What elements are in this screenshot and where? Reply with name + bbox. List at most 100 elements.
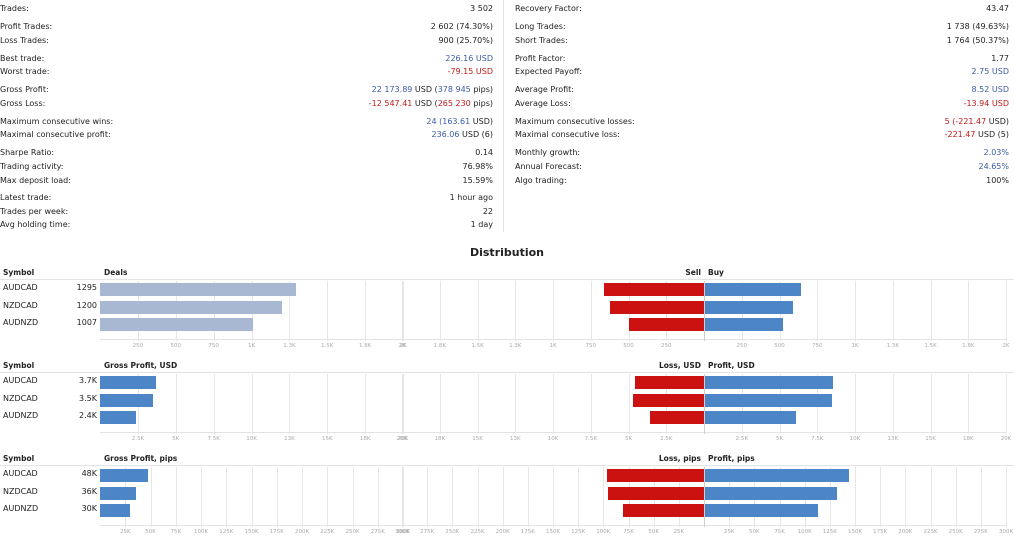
negative-bar — [610, 301, 704, 314]
grid-line — [515, 281, 517, 341]
axis-tick-label: 13K — [887, 436, 899, 442]
axis-tick-label: 2K — [1002, 343, 1010, 349]
stat-value-part: pips) — [470, 85, 493, 94]
axis-tick-label: 1K — [549, 343, 557, 349]
axis-tick-label: 750 — [812, 343, 823, 349]
grid-line — [377, 467, 379, 527]
left-chart-header: Deals — [104, 268, 128, 277]
grid-line — [553, 281, 554, 341]
negative-bar — [608, 487, 704, 500]
positive-bar — [705, 487, 837, 500]
stat-label: Worst trade: — [0, 67, 50, 76]
grid-line — [1006, 374, 1007, 434]
symbol-label: AUDCAD — [3, 283, 38, 292]
stat-label: Trades: — [0, 4, 29, 13]
stat-value-part: 265 230 — [437, 99, 471, 108]
symbol-label: AUDNZD — [3, 318, 39, 327]
grid-line — [439, 281, 441, 341]
positive-bar — [705, 376, 834, 389]
grid-line — [403, 467, 404, 527]
value-label: 30K — [81, 504, 97, 513]
right-chart-header-negative: Sell — [685, 268, 701, 277]
axis-tick-label: 150K — [244, 529, 259, 535]
grid-line — [439, 374, 441, 434]
stat-label: Sharpe Ratio: — [0, 148, 55, 157]
value-label: 1295 — [76, 283, 97, 292]
grid-line — [403, 281, 404, 341]
negative-bar — [633, 394, 704, 407]
left-chart-header: Gross Profit, USD — [104, 361, 178, 370]
grid-line — [427, 467, 429, 527]
stat-value: -12 547.41 USD (265 230 pips) — [369, 99, 493, 108]
stat-value: 2 602 (74.30%) — [430, 22, 493, 31]
grid-line — [930, 281, 932, 341]
center-axis — [704, 374, 705, 434]
axis-tick-label: 20K — [396, 436, 408, 442]
axis-tick-label: 250K — [345, 529, 360, 535]
axis-tick-label: 750 — [585, 343, 597, 349]
left-bar — [100, 411, 137, 424]
axis-tick-label: 300K — [395, 529, 411, 535]
center-axis — [704, 281, 705, 341]
axis-tick-label: 1.3K — [283, 343, 296, 349]
stat-label: Maximum consecutive losses: — [515, 117, 635, 126]
stat-label: Profit Trades: — [0, 22, 53, 31]
positive-bar — [705, 504, 818, 517]
value-label: 1200 — [76, 301, 97, 310]
axis-tick-label: 150K — [847, 529, 863, 535]
axis-tick-label: 225K — [320, 529, 335, 535]
stat-value-part: 378 945 — [437, 85, 471, 94]
stat-value-part: -12 547.41 — [368, 99, 413, 108]
symbol-header: Symbol — [3, 268, 35, 277]
stat-value-part: 163.61 — [442, 117, 471, 126]
negative-bar — [634, 376, 704, 389]
stat-value: 76.98% — [462, 162, 493, 171]
grid-line — [289, 281, 291, 341]
axis-tick-label: 275K — [973, 529, 988, 535]
grid-line — [968, 281, 970, 341]
grid-line — [578, 467, 580, 527]
axis-tick-label: 5K — [172, 436, 180, 442]
symbol-label: NZDCAD — [3, 487, 38, 496]
axis-tick-label: 225K — [923, 529, 938, 535]
axis-tick-label: 20K — [397, 436, 409, 442]
grid-line — [855, 467, 856, 527]
axis-tick-label: 1.8K — [433, 343, 446, 349]
grid-line — [175, 467, 177, 527]
grid-line — [402, 281, 403, 341]
stat-value-part: USD (5) — [975, 130, 1009, 139]
grid-line — [1006, 281, 1007, 341]
right-chart-header-positive: Profit, pips — [708, 454, 755, 463]
axis-tick-label: 7.5K — [207, 436, 220, 442]
axis-tick-label: 1.8K — [962, 343, 975, 349]
negative-bar — [628, 318, 704, 331]
axis-tick-label: 750 — [208, 343, 219, 349]
stat-label: Average Profit: — [515, 85, 574, 94]
grid-line — [327, 467, 329, 527]
axis-tick-label: 75K — [623, 529, 634, 535]
axis-tick-label: 150K — [545, 529, 561, 535]
stat-value: 236.06 USD (6) — [431, 130, 493, 139]
axis-tick-label: 125K — [822, 529, 837, 535]
axis-tick-label: 500 — [774, 343, 785, 349]
value-label: 3.5K — [79, 394, 97, 403]
stat-value: 2.75 USD — [971, 67, 1009, 76]
axis-tick-label: 225K — [470, 529, 485, 535]
grid-line — [251, 374, 253, 434]
stat-value: -221.47 USD (5) — [945, 130, 1009, 139]
stat-label: Average Loss: — [515, 99, 571, 108]
grid-line — [515, 374, 517, 434]
axis-tick-label: 275K — [370, 529, 385, 535]
axis-tick-label: 250K — [445, 529, 460, 535]
symbol-label: AUDCAD — [3, 376, 38, 385]
negative-bar — [604, 283, 704, 296]
axis-tick-label: 1.5K — [471, 343, 484, 349]
axis-tick-label: 1.5K — [924, 343, 937, 349]
stat-label: Algo trading: — [515, 176, 567, 185]
grid-line — [402, 467, 403, 527]
distribution-title: Distribution — [469, 246, 545, 259]
stat-value: -13.94 USD — [963, 99, 1009, 108]
grid-line — [817, 281, 819, 341]
axis-tick-label: 15K — [925, 436, 936, 442]
symbol-label: AUDNZD — [3, 504, 39, 513]
